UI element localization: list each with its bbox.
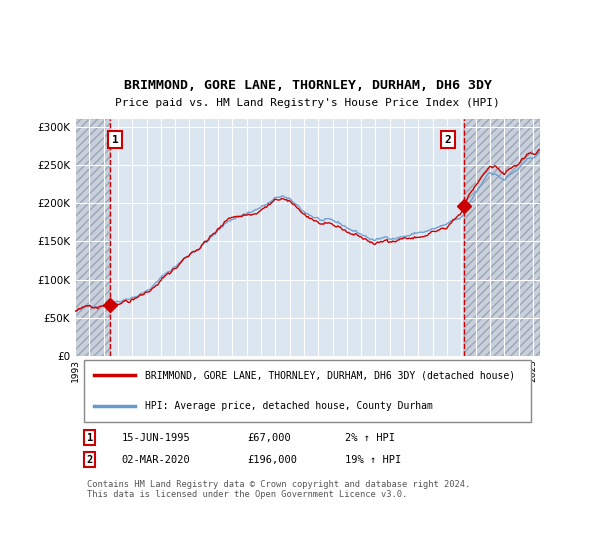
Text: 15-JUN-1995: 15-JUN-1995: [121, 432, 190, 442]
Bar: [464, 119, 540, 356]
Text: £196,000: £196,000: [247, 455, 297, 465]
Text: 1: 1: [86, 432, 93, 442]
Text: BRIMMOND, GORE LANE, THORNLEY, DURHAM, DH6 3DY: BRIMMOND, GORE LANE, THORNLEY, DURHAM, D…: [124, 78, 491, 92]
Bar: [75, 119, 110, 356]
Bar: [75, 119, 110, 356]
Text: Contains HM Land Registry data © Crown copyright and database right 2024.
This d: Contains HM Land Registry data © Crown c…: [86, 480, 470, 500]
Text: 2% ↑ HPI: 2% ↑ HPI: [344, 432, 395, 442]
FancyBboxPatch shape: [84, 360, 531, 422]
Text: 19% ↑ HPI: 19% ↑ HPI: [344, 455, 401, 465]
Text: 02-MAR-2020: 02-MAR-2020: [121, 455, 190, 465]
Text: £67,000: £67,000: [247, 432, 291, 442]
Text: 1: 1: [112, 134, 119, 144]
Text: 2: 2: [445, 134, 451, 144]
Text: 2: 2: [86, 455, 93, 465]
Bar: [464, 119, 540, 356]
Text: BRIMMOND, GORE LANE, THORNLEY, DURHAM, DH6 3DY (detached house): BRIMMOND, GORE LANE, THORNLEY, DURHAM, D…: [145, 370, 515, 380]
Text: Price paid vs. HM Land Registry's House Price Index (HPI): Price paid vs. HM Land Registry's House …: [115, 97, 500, 108]
Text: HPI: Average price, detached house, County Durham: HPI: Average price, detached house, Coun…: [145, 401, 433, 411]
